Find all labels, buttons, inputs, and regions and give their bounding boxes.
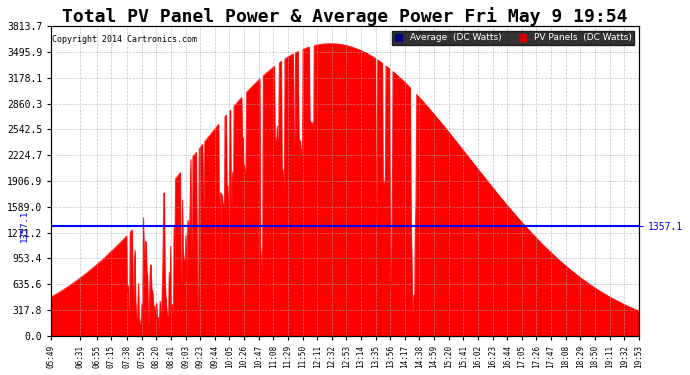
- Title: Total PV Panel Power & Average Power Fri May 9 19:54: Total PV Panel Power & Average Power Fri…: [62, 7, 628, 26]
- Legend: Average  (DC Watts), PV Panels  (DC Watts): Average (DC Watts), PV Panels (DC Watts): [393, 31, 634, 45]
- Text: Copyright 2014 Cartronics.com: Copyright 2014 Cartronics.com: [52, 35, 197, 44]
- Text: 1357.1: 1357.1: [20, 210, 29, 242]
